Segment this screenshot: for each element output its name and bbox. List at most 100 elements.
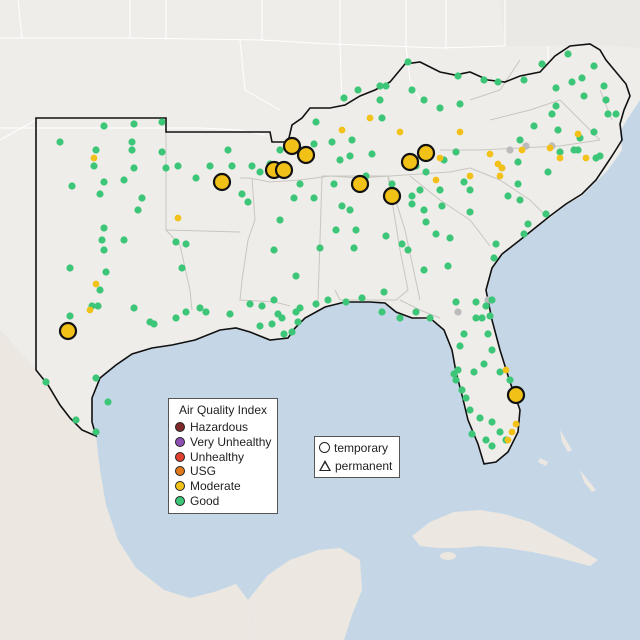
site-marker-good[interactable]	[268, 320, 276, 328]
temporary-site-marker-moderate[interactable]	[282, 136, 302, 156]
site-marker-good[interactable]	[488, 418, 496, 426]
site-marker-good[interactable]	[206, 162, 214, 170]
site-marker-good[interactable]	[404, 58, 412, 66]
site-marker-good[interactable]	[100, 246, 108, 254]
site-marker-good[interactable]	[296, 304, 304, 312]
site-marker-good[interactable]	[280, 330, 288, 338]
site-marker-good[interactable]	[602, 96, 610, 104]
site-marker-good[interactable]	[138, 194, 146, 202]
site-marker-good[interactable]	[472, 298, 480, 306]
site-marker-good[interactable]	[278, 314, 286, 322]
site-marker-good[interactable]	[388, 180, 396, 188]
site-marker-moderate[interactable]	[556, 154, 564, 162]
site-marker-good[interactable]	[420, 206, 428, 214]
site-marker-good[interactable]	[256, 322, 264, 330]
site-marker-good[interactable]	[96, 286, 104, 294]
site-marker-good[interactable]	[458, 386, 466, 394]
site-marker-good[interactable]	[130, 164, 138, 172]
site-marker-good[interactable]	[376, 96, 384, 104]
site-marker-good[interactable]	[130, 304, 138, 312]
site-marker-moderate[interactable]	[504, 436, 512, 444]
site-marker-good[interactable]	[72, 416, 80, 424]
site-marker-good[interactable]	[158, 148, 166, 156]
site-marker-good[interactable]	[398, 240, 406, 248]
site-marker-good[interactable]	[422, 168, 430, 176]
site-marker-good[interactable]	[462, 394, 470, 402]
site-marker-good[interactable]	[484, 330, 492, 338]
site-marker-good[interactable]	[612, 110, 620, 118]
site-marker-good[interactable]	[470, 368, 478, 376]
site-marker-good[interactable]	[172, 314, 180, 322]
site-marker-moderate[interactable]	[574, 130, 582, 138]
site-marker-good[interactable]	[408, 86, 416, 94]
site-marker-good[interactable]	[486, 312, 494, 320]
site-marker-good[interactable]	[420, 266, 428, 274]
site-marker-good[interactable]	[292, 272, 300, 280]
site-marker-inactive[interactable]	[506, 146, 514, 154]
temporary-site-marker-moderate[interactable]	[350, 174, 370, 194]
site-marker-moderate[interactable]	[436, 154, 444, 162]
site-marker-good[interactable]	[506, 376, 514, 384]
site-marker-good[interactable]	[454, 72, 462, 80]
site-markers[interactable]	[42, 50, 620, 450]
site-marker-moderate[interactable]	[508, 428, 516, 436]
site-marker-good[interactable]	[174, 162, 182, 170]
site-marker-good[interactable]	[312, 300, 320, 308]
site-marker-good[interactable]	[544, 168, 552, 176]
temporary-site-marker-moderate[interactable]	[274, 160, 294, 180]
site-marker-good[interactable]	[102, 268, 110, 276]
site-marker-good[interactable]	[552, 102, 560, 110]
site-marker-good[interactable]	[92, 146, 100, 154]
site-marker-good[interactable]	[224, 146, 232, 154]
site-marker-good[interactable]	[450, 370, 458, 378]
site-marker-good[interactable]	[604, 110, 612, 118]
site-marker-good[interactable]	[196, 304, 204, 312]
site-marker-good[interactable]	[182, 240, 190, 248]
site-marker-good[interactable]	[466, 208, 474, 216]
site-marker-good[interactable]	[444, 262, 452, 270]
site-marker-good[interactable]	[590, 128, 598, 136]
site-marker-good[interactable]	[578, 74, 586, 82]
site-marker-good[interactable]	[436, 186, 444, 194]
site-marker-good[interactable]	[238, 190, 246, 198]
site-marker-good[interactable]	[332, 226, 340, 234]
site-marker-good[interactable]	[66, 312, 74, 320]
site-marker-moderate[interactable]	[498, 164, 506, 172]
site-marker-moderate[interactable]	[366, 114, 374, 122]
site-marker-good[interactable]	[488, 442, 496, 450]
site-marker-good[interactable]	[248, 162, 256, 170]
site-marker-moderate[interactable]	[86, 306, 94, 314]
site-marker-good[interactable]	[228, 162, 236, 170]
temporary-site-marker-moderate[interactable]	[416, 143, 436, 163]
site-marker-good[interactable]	[432, 230, 440, 238]
site-marker-good[interactable]	[520, 230, 528, 238]
site-marker-good[interactable]	[520, 76, 528, 84]
site-marker-good[interactable]	[488, 346, 496, 354]
site-marker-good[interactable]	[514, 180, 522, 188]
site-marker-good[interactable]	[514, 158, 522, 166]
site-marker-good[interactable]	[452, 298, 460, 306]
site-marker-good[interactable]	[452, 376, 460, 384]
site-marker-good[interactable]	[192, 174, 200, 182]
site-marker-moderate[interactable]	[396, 128, 404, 136]
site-marker-good[interactable]	[580, 92, 588, 100]
site-marker-good[interactable]	[446, 234, 454, 242]
site-marker-good[interactable]	[548, 110, 556, 118]
site-marker-good[interactable]	[426, 314, 434, 322]
site-marker-good[interactable]	[590, 62, 598, 70]
site-marker-good[interactable]	[382, 82, 390, 90]
site-marker-good[interactable]	[480, 360, 488, 368]
site-marker-good[interactable]	[436, 104, 444, 112]
site-marker-good[interactable]	[350, 244, 358, 252]
site-marker-good[interactable]	[552, 84, 560, 92]
site-marker-good[interactable]	[226, 310, 234, 318]
site-marker-good[interactable]	[130, 120, 138, 128]
site-marker-good[interactable]	[100, 224, 108, 232]
site-marker-good[interactable]	[404, 246, 412, 254]
site-marker-good[interactable]	[516, 136, 524, 144]
site-marker-moderate[interactable]	[582, 154, 590, 162]
site-marker-moderate[interactable]	[486, 150, 494, 158]
site-marker-good[interactable]	[162, 164, 170, 172]
